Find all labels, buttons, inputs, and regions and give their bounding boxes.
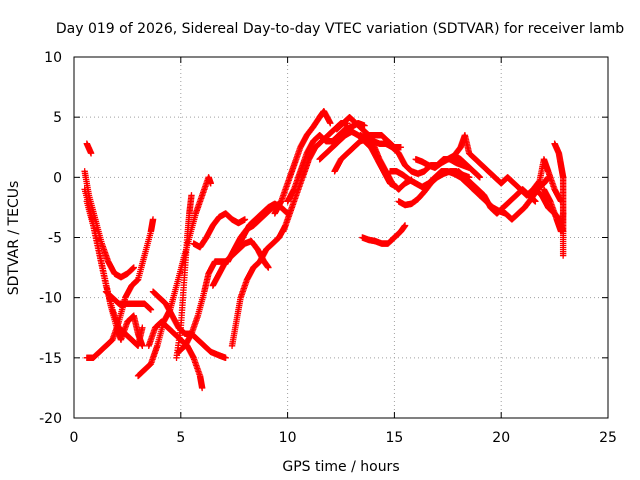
data-point-plus-marker xyxy=(207,180,214,187)
x-tick-label: 0 xyxy=(70,430,79,446)
data-point-plus-marker xyxy=(139,324,146,331)
series-arc2 xyxy=(83,140,95,157)
data-point-plus-marker xyxy=(198,384,206,392)
y-tick-label: -15 xyxy=(39,351,62,367)
series-arc33 xyxy=(540,186,567,235)
data-point-plus-marker xyxy=(397,144,405,151)
x-tick-label: 20 xyxy=(492,430,510,446)
y-tick-label: -20 xyxy=(39,411,62,427)
series-arc27 xyxy=(412,152,484,181)
series-arc12 xyxy=(190,210,249,251)
data-point-plus-marker xyxy=(559,210,567,217)
data-point-plus-marker xyxy=(241,216,249,223)
data-point-plus-marker xyxy=(476,174,484,181)
chart-title: Day 019 of 2026, Sidereal Day-to-day VTE… xyxy=(56,21,624,37)
data-points xyxy=(81,107,567,392)
y-axis-label: SDTVAR / TECUs xyxy=(6,181,22,296)
data-point-plus-marker xyxy=(149,216,157,223)
y-tick-label: 0 xyxy=(53,170,62,186)
series-arc7 xyxy=(134,174,214,380)
y-tick-label: 5 xyxy=(53,110,62,126)
series-arc4 xyxy=(83,216,157,362)
series-arc22 xyxy=(359,222,409,247)
series-arc21 xyxy=(316,128,400,191)
series-arc19 xyxy=(333,113,405,151)
series-arc6 xyxy=(102,288,155,313)
data-point-plus-marker xyxy=(222,354,229,362)
y-tick-labels: -20 -15 -10 -5 0 5 10 xyxy=(39,50,62,427)
x-tick-label: 10 xyxy=(279,430,297,446)
x-axis-label: GPS time / hours xyxy=(282,459,399,475)
data-point-plus-marker xyxy=(147,306,155,313)
x-tick-label: 25 xyxy=(599,430,617,446)
data-point-plus-marker xyxy=(87,150,95,157)
grid-lines xyxy=(74,57,608,418)
data-point-plus-marker xyxy=(393,183,400,191)
y-tick-label: 10 xyxy=(44,50,62,66)
y-tick-label: -5 xyxy=(48,231,62,247)
data-point-plus-marker xyxy=(401,222,409,229)
series-arc5 xyxy=(83,198,146,349)
x-tick-label: 15 xyxy=(385,430,403,446)
axis-ticks xyxy=(73,56,609,419)
x-tick-label: 5 xyxy=(176,430,185,446)
series-arc25 xyxy=(386,168,484,199)
series-arc3 xyxy=(81,168,138,281)
data-point-plus-marker xyxy=(559,252,567,259)
data-point-plus-marker xyxy=(130,264,138,271)
data-point-plus-marker xyxy=(265,264,272,271)
data-point-plus-marker xyxy=(532,198,539,205)
series-arc10 xyxy=(173,192,195,362)
data-point-plus-marker xyxy=(188,192,195,199)
y-tick-label: -10 xyxy=(39,291,62,307)
series-arc16 xyxy=(271,107,334,217)
x-tick-labels: 0 5 10 15 20 25 xyxy=(70,430,617,446)
data-point-plus-marker xyxy=(327,119,334,127)
